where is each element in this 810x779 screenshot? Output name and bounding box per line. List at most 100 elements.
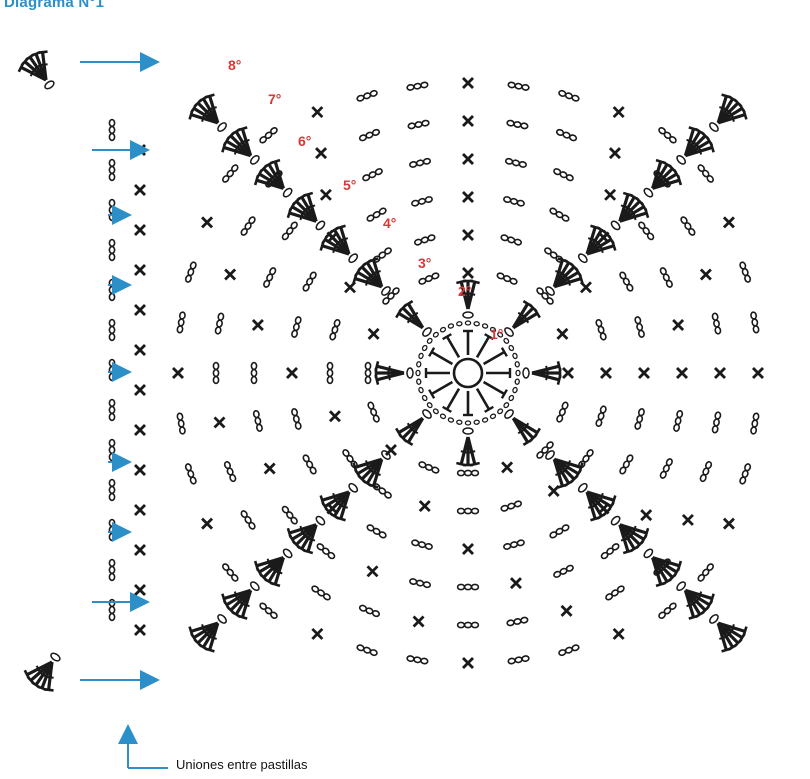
chain-stitch-icon <box>506 616 529 627</box>
chain-stitch-icon <box>302 271 317 292</box>
round-label-1: 1° <box>490 326 503 342</box>
chain-stitch-icon <box>426 402 433 409</box>
treble-stitch-icon <box>482 380 506 396</box>
double-crochet-fan-icon <box>504 409 541 446</box>
single-crochet-icon <box>676 367 688 379</box>
chain-stitch-icon <box>447 323 455 329</box>
chain-stitch-icon <box>447 417 455 423</box>
chain-stitch-icon <box>418 272 440 285</box>
chain-stitch-icon <box>329 318 341 341</box>
chain-stitch-icon <box>356 644 378 657</box>
chain-stitch-icon <box>697 563 714 582</box>
chain-stitch-icon <box>432 408 439 415</box>
chain-stitch-icon <box>212 361 220 385</box>
chain-stitch-icon <box>184 463 197 485</box>
double-crochet-fan-icon <box>610 191 650 231</box>
single-crochet-icon <box>597 502 610 515</box>
treble-stitch-icon <box>445 335 461 359</box>
chain-stitch-icon <box>456 321 463 327</box>
single-crochet-icon <box>134 344 146 356</box>
chain-stitch-icon <box>558 89 580 102</box>
chain-stitch-icon <box>473 321 480 327</box>
chain-stitch-icon <box>372 247 392 263</box>
chain-stitch-icon <box>413 234 436 246</box>
chain-stitch-icon <box>415 369 421 377</box>
chain-stitch-icon <box>503 402 510 409</box>
single-crochet-icon <box>134 504 146 516</box>
single-crochet-icon <box>604 188 617 201</box>
chain-stitch-icon <box>508 344 515 352</box>
double-crochet-fan-icon <box>286 515 326 555</box>
single-crochet-icon <box>462 657 474 669</box>
single-crochet-icon <box>722 216 735 229</box>
single-crochet-icon <box>612 106 625 119</box>
chain-stitch-icon <box>240 510 256 530</box>
treble-stitch-icon <box>482 350 506 366</box>
double-crochet-fan-icon <box>577 482 617 522</box>
chain-stitch-icon <box>176 311 186 334</box>
chain-stitch-icon <box>750 311 760 334</box>
chain-stitch-icon <box>507 81 530 91</box>
double-crochet-fan-icon <box>395 409 432 446</box>
single-crochet-icon <box>311 106 324 119</box>
chain-stitch-icon <box>549 207 570 222</box>
single-crochet-icon <box>600 367 612 379</box>
chain-stitch-icon <box>512 386 518 394</box>
single-crochet-icon <box>134 624 146 636</box>
double-crochet-fan-icon <box>577 224 617 264</box>
chain-stitch-icon <box>259 127 278 144</box>
chain-stitch-icon <box>108 158 116 182</box>
double-crochet-fan-icon <box>610 515 650 555</box>
chain-stitch-icon <box>600 543 620 560</box>
single-crochet-icon <box>556 327 569 340</box>
single-crochet-icon <box>560 604 573 617</box>
chain-stitch-icon <box>108 518 116 542</box>
chain-stitch-icon <box>263 267 277 288</box>
chain-stitch-icon <box>372 483 392 499</box>
chain-stitch-icon <box>456 419 463 425</box>
chain-stitch-icon <box>536 441 554 459</box>
chain-stitch-icon <box>406 81 429 91</box>
chain-stitch-icon <box>108 118 116 142</box>
round-label-3: 3° <box>418 255 431 271</box>
chain-stitch-icon <box>214 312 225 335</box>
single-crochet-icon <box>412 615 425 628</box>
double-crochet-fan-icon <box>456 427 480 467</box>
chain-stitch-icon <box>291 408 302 430</box>
single-crochet-icon <box>134 544 146 556</box>
double-crochet-fan-icon <box>319 224 359 264</box>
chain-stitch-icon <box>619 454 634 475</box>
chain-stitch-icon <box>240 216 256 236</box>
single-crochet-icon <box>547 484 560 497</box>
joins-caption: Uniones entre pastillas <box>176 757 308 772</box>
single-crochet-icon <box>319 188 332 201</box>
chain-stitch-icon <box>500 234 523 246</box>
treble-stitch-icon <box>430 350 454 366</box>
chain-stitch-icon <box>281 505 298 525</box>
stitch-top-icon <box>484 333 494 341</box>
double-crochet-fan-icon <box>709 93 748 132</box>
single-crochet-icon <box>462 115 474 127</box>
single-crochet-icon <box>638 367 650 379</box>
chain-stitch-icon <box>750 412 760 435</box>
chain-stitch-icon <box>418 461 440 474</box>
chain-stitch-icon <box>481 323 489 329</box>
chain-stitch-icon <box>456 621 480 629</box>
chain-stitch-icon <box>439 413 447 420</box>
single-crochet-icon <box>462 543 474 555</box>
stitch-top-icon <box>500 347 508 357</box>
double-crochet-fan-icon <box>352 450 391 489</box>
chain-stitch-icon <box>659 458 673 479</box>
chain-stitch-icon <box>497 408 504 415</box>
chain-stitch-icon <box>464 320 472 326</box>
chain-stitch-icon <box>653 170 671 188</box>
chain-stitch-icon <box>558 644 580 657</box>
chain-stitch-icon <box>595 405 607 428</box>
single-crochet-icon <box>384 444 397 457</box>
chain-stitch-icon <box>259 602 278 619</box>
chain-stitch-icon <box>358 604 381 618</box>
single-crochet-icon <box>201 517 214 530</box>
single-crochet-icon <box>267 561 280 574</box>
chain-stitch-icon <box>426 337 433 344</box>
